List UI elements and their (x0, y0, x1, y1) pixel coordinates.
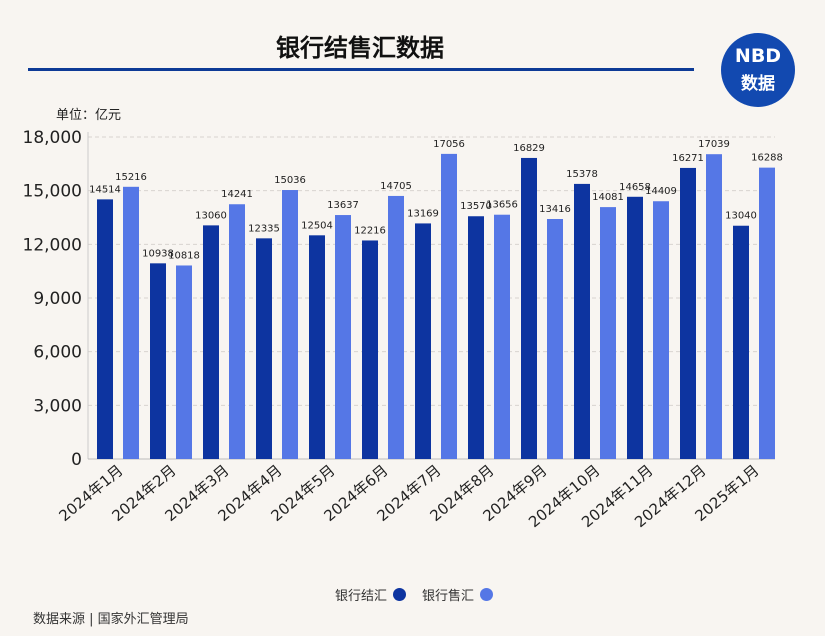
bar-settlement (733, 225, 749, 459)
bar-sale (759, 167, 775, 459)
y-tick-label: 9,000 (33, 289, 82, 309)
bar-settlement (574, 183, 590, 459)
legend-swatch-1 (480, 588, 494, 601)
bar-sale (335, 215, 351, 459)
y-tick-label: 18,000 (23, 128, 82, 148)
data-label: 16271 (672, 153, 704, 164)
bar-settlement (415, 223, 431, 459)
bar-sale (388, 195, 404, 459)
bar-sale (441, 153, 457, 459)
title-rule (28, 68, 694, 71)
data-label: 13169 (407, 208, 439, 219)
bar-settlement (362, 240, 378, 459)
bar-sale (123, 186, 139, 459)
data-label: 13040 (725, 211, 757, 222)
bar-sale (653, 201, 669, 459)
y-tick-label: 15,000 (23, 182, 82, 202)
data-label: 15036 (274, 175, 306, 186)
data-label: 16829 (513, 143, 545, 154)
data-label: 12504 (301, 220, 333, 231)
unit-label: 单位：亿元 (56, 108, 122, 123)
y-tick-label: 3,000 (33, 396, 82, 416)
source-note: 数据来源 | 国家外汇管理局 (33, 612, 189, 627)
bar-sale (282, 190, 298, 460)
bar-sale (494, 214, 510, 459)
bar-settlement (256, 238, 272, 459)
bar-sale (600, 207, 616, 459)
y-tick-label: 6,000 (33, 343, 82, 363)
bar-settlement (521, 157, 537, 460)
data-label: 14241 (221, 189, 253, 200)
data-label: 14705 (380, 181, 412, 192)
bar-settlement (203, 225, 219, 459)
bar-sale (176, 265, 192, 459)
data-label: 10818 (168, 250, 200, 261)
legend-label-1: 银行售汇 (422, 589, 475, 604)
data-label: 13416 (539, 204, 571, 215)
data-label: 15378 (566, 169, 598, 180)
bar-sale (547, 219, 563, 459)
data-label: 13570 (460, 201, 492, 212)
data-label: 12335 (248, 223, 280, 234)
legend-swatch-0 (393, 588, 407, 601)
bar-settlement (309, 235, 325, 459)
data-label: 14409 (645, 186, 677, 197)
data-label: 12216 (354, 225, 386, 236)
chart-title: 银行结售汇数据 (276, 34, 444, 62)
data-label: 17056 (433, 139, 465, 150)
data-label: 14081 (592, 192, 624, 203)
bar-settlement (627, 196, 643, 459)
nbd-logo: NBD 数据 (721, 33, 795, 107)
data-label: 15216 (115, 172, 147, 183)
y-tick-label: 0 (71, 450, 82, 470)
bar-sale (229, 204, 245, 459)
data-label: 14514 (89, 184, 121, 195)
data-label: 13656 (486, 200, 518, 211)
data-label: 14658 (619, 182, 651, 193)
legend: 银行结汇 银行售汇 (335, 585, 503, 604)
data-label: 13060 (195, 210, 227, 221)
data-label: 10938 (142, 248, 174, 259)
bar-settlement (150, 263, 166, 459)
legend-label-0: 银行结汇 (335, 589, 388, 604)
y-tick-label: 12,000 (23, 235, 82, 255)
bar-settlement (680, 167, 696, 460)
data-label: 16288 (751, 153, 783, 164)
data-label: 13637 (327, 200, 359, 211)
data-label: 17039 (698, 139, 730, 150)
bar-settlement (468, 216, 484, 459)
bar-settlement (97, 199, 113, 460)
bar-sale (706, 154, 722, 459)
